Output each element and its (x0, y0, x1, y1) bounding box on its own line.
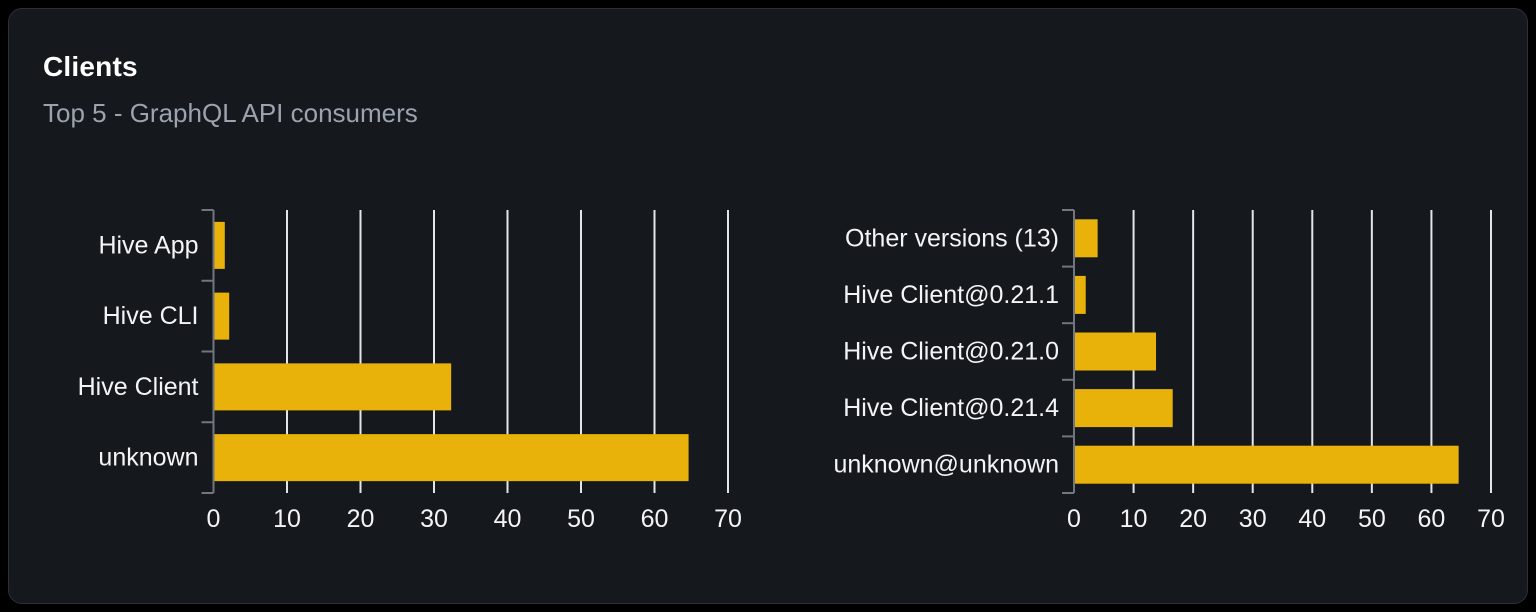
x-tick-label: 70 (1477, 505, 1505, 533)
bar-Hive Client@0.21.4[interactable] (1075, 389, 1173, 428)
x-tick-label: 30 (1239, 505, 1267, 533)
x-tick-label: 60 (1418, 505, 1446, 533)
x-tick-label: 0 (207, 505, 221, 533)
category-label: Hive Client (78, 373, 199, 401)
x-tick-label: 20 (347, 505, 375, 533)
bar-unknown@unknown[interactable] (1075, 445, 1459, 484)
x-tick-label: 40 (1298, 505, 1326, 533)
x-tick-label: 70 (714, 505, 742, 533)
category-label: Hive Client@0.21.0 (843, 338, 1059, 366)
x-tick-label: 40 (494, 505, 522, 533)
bar-Hive Client[interactable] (214, 363, 452, 411)
category-label: unknown@unknown (833, 451, 1059, 479)
chart-right: Other versions (13) Hive Client@0.21.1 Hiv… (833, 209, 1505, 533)
bar-Hive CLI[interactable] (214, 292, 230, 340)
chart-left: Hive App Hive CLI Hive Client unknown 0 10 20 3… (78, 209, 742, 533)
category-label: Hive CLI (103, 302, 199, 330)
x-tick-label: 50 (567, 505, 595, 533)
bar-Hive App[interactable] (214, 221, 225, 269)
x-tick-label: 60 (641, 505, 669, 533)
x-tick-label: 20 (1179, 505, 1207, 533)
category-label: unknown (98, 444, 198, 472)
category-label: Hive Client@0.21.1 (843, 281, 1059, 309)
x-tick-label: 50 (1358, 505, 1386, 533)
bar-unknown[interactable] (214, 434, 689, 482)
bar-Hive Client@0.21.1[interactable] (1075, 275, 1086, 314)
category-label: Other versions (13) (845, 224, 1059, 252)
category-label: Hive Client@0.21.4 (843, 394, 1059, 422)
category-label: Hive App (98, 231, 198, 259)
x-tick-label: 10 (273, 505, 301, 533)
x-tick-label: 0 (1067, 505, 1081, 533)
x-tick-label: 30 (420, 505, 448, 533)
card-subtitle: Top 5 - GraphQL API consumers (43, 98, 418, 128)
clients-card: Clients Top 5 - GraphQL API consumers (8, 8, 1528, 604)
x-tick-label: 10 (1120, 505, 1148, 533)
card-title: Clients (43, 51, 138, 82)
bar-Other versions (13)[interactable] (1075, 219, 1098, 258)
bar-Hive Client@0.21.0[interactable] (1075, 332, 1157, 371)
